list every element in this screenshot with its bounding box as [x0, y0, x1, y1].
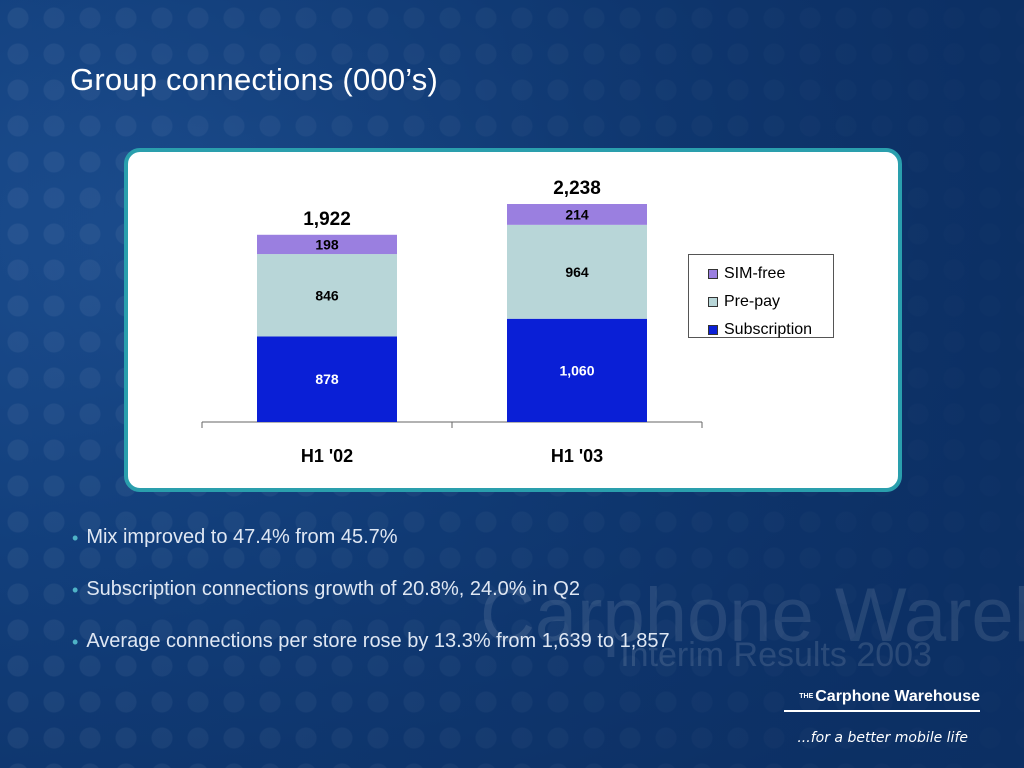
category-tick-label: H1 '03 [551, 446, 603, 466]
bullet-item: • Subscription connections growth of 20.8… [72, 578, 670, 630]
data-label: 878 [315, 371, 339, 387]
category-tick-label: H1 '02 [301, 446, 353, 466]
bar-segment-subscription [257, 336, 397, 422]
legend-label: SIM-free [724, 265, 786, 282]
bar-segment-sim-free [257, 234, 397, 255]
legend-item: Subscription [708, 316, 833, 344]
bullet-dot-icon: • [72, 528, 79, 548]
bullet-item: • Average connections per store rose by 1… [72, 630, 670, 682]
legend-label: Pre-pay [724, 293, 781, 310]
bar-segment-pre-pay [257, 254, 397, 337]
slide-title: Group connections (000’s) [70, 62, 439, 97]
data-label: 846 [315, 287, 339, 303]
data-label: 214 [565, 206, 589, 222]
bullet-text: Mix improved to 47.4% from 45.7% [86, 526, 398, 548]
bullet-text: Average connections per store rose by 13… [86, 630, 670, 652]
stacked-bar-chart: 878 846 198 1,922 H1 '02 1,060 964 214 2,238 H1 '… [201, 178, 703, 466]
bullet-item: • Mix improved to 47.4% from 45.7% [72, 526, 670, 578]
bar-segment-subscription [507, 318, 647, 422]
data-label: 198 [315, 236, 339, 252]
watermark-subtext: Interim Results 2003 [620, 636, 932, 674]
chart-panel: 878 846 198 1,922 H1 '02 1,060 964 214 2,238 H1 '… [124, 148, 902, 492]
company-logo: THE Carphone Warehouse [784, 688, 980, 712]
data-label: 1,060 [559, 362, 594, 378]
legend-swatch [708, 297, 718, 307]
legend-swatch [708, 325, 718, 335]
chart-legend: SIM-free Pre-pay Subscription [688, 254, 834, 338]
logo-prefix: THE [799, 693, 814, 701]
data-label: 964 [565, 264, 589, 280]
logo-text: Carphone Warehouse [815, 688, 980, 705]
total-label: 1,922 [303, 209, 351, 230]
legend-item: Pre-pay [708, 288, 833, 316]
legend-label: Subscription [724, 321, 813, 338]
total-label: 2,238 [553, 178, 601, 199]
bullet-text: Subscription connections growth of 20.8%… [86, 578, 580, 600]
legend-swatch [708, 269, 718, 279]
watermark-text: Carphone Warehouse [480, 573, 1024, 658]
bullet-dot-icon: • [72, 580, 79, 600]
bar-segment-sim-free [507, 204, 647, 225]
company-tagline: ...for a better mobile life [797, 730, 968, 746]
bullet-dot-icon: • [72, 632, 79, 652]
legend-item: SIM-free [708, 260, 833, 288]
bar-segment-pre-pay [507, 224, 647, 319]
bullet-list: • Mix improved to 47.4% from 45.7% • Subsc… [72, 526, 670, 682]
